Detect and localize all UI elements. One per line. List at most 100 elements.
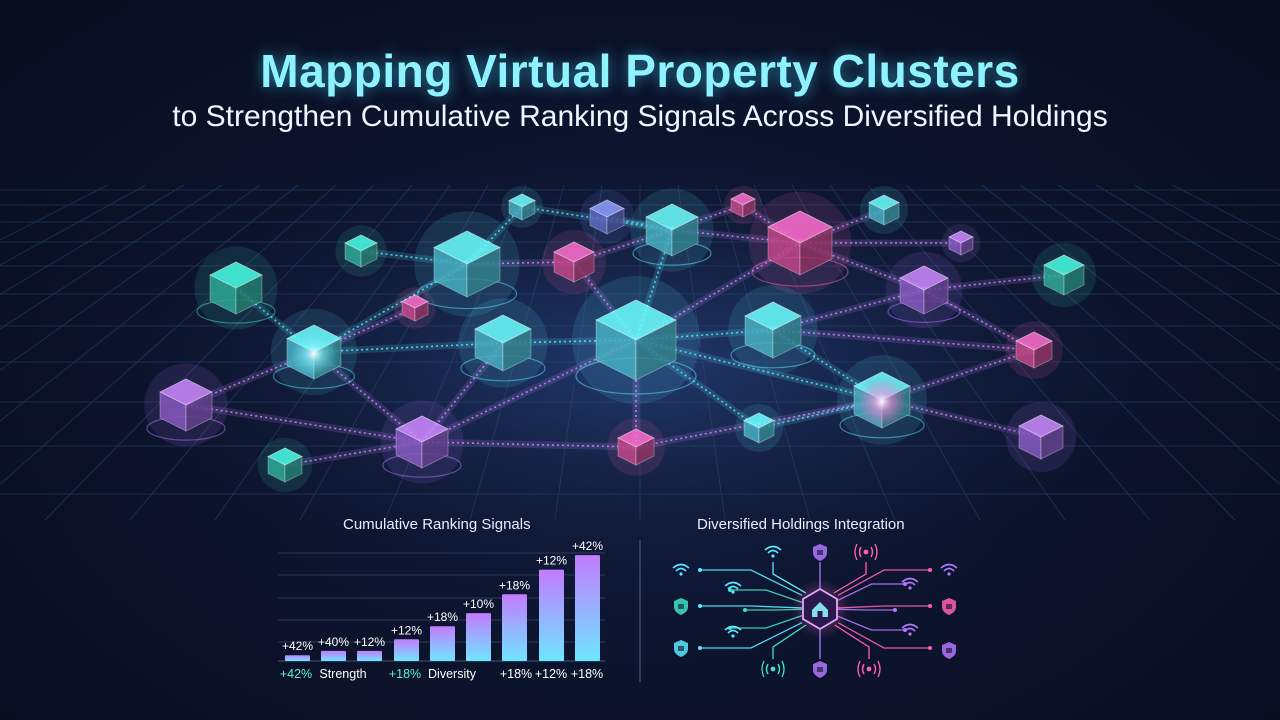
- shield-icon: [942, 642, 956, 659]
- property-node-cube: [579, 189, 635, 245]
- trace-dot: [743, 608, 747, 612]
- trace-dot: [698, 568, 702, 572]
- property-node-cube: [941, 223, 981, 263]
- shield-icon: [813, 661, 827, 678]
- node-core-glow: [856, 376, 908, 428]
- property-node-cube: [1005, 401, 1077, 473]
- cube-right: [799, 226, 833, 276]
- property-node-cube: [885, 251, 963, 329]
- grid-line: [554, 184, 603, 521]
- ranking-bar: [539, 569, 564, 661]
- grid-line: [0, 184, 261, 371]
- cube-right: [521, 199, 536, 221]
- property-node-cube: [607, 418, 665, 476]
- grid-line: [1133, 184, 1280, 266]
- cube-right: [421, 428, 449, 469]
- ranking-bar-label: +18%: [427, 610, 458, 624]
- ranking-bar: [502, 594, 527, 661]
- property-node-cube: [394, 287, 436, 329]
- ranking-axis-labels: +42% Strength +18% Diversity +18% +12% +18%: [280, 667, 603, 681]
- ranking-bar-label: +10%: [463, 597, 494, 611]
- link-line: [772, 329, 1035, 351]
- cube-right: [1063, 264, 1085, 296]
- link-line: [923, 274, 1065, 291]
- circuit-trace: [837, 622, 930, 649]
- signal-icon: [761, 660, 785, 678]
- property-node-cube: [837, 355, 927, 445]
- ranking-bar-label: +18%: [499, 578, 530, 592]
- wifi-icon: [672, 563, 690, 576]
- grid-line: [867, 184, 1151, 521]
- cube-right: [635, 319, 677, 381]
- property-node-cube: [860, 186, 908, 234]
- property-node-cube: [748, 191, 852, 295]
- ranking-bar: [430, 626, 455, 661]
- circuit-trace: [833, 562, 867, 594]
- trace-dot: [698, 604, 702, 608]
- ranking-axis-label: +12%: [535, 667, 567, 681]
- ranking-axis-label: Diversity: [428, 667, 477, 681]
- house-icon: [812, 602, 828, 617]
- grid-line: [0, 184, 337, 485]
- wifi-icon: [764, 545, 782, 558]
- ranking-axis-label: +42%: [280, 667, 312, 681]
- ranking-panel-title: Cumulative Ranking Signals: [343, 516, 531, 533]
- house-door: [817, 611, 823, 617]
- ranking-axis-label: +18%: [571, 667, 603, 681]
- circuit-trace: [700, 569, 803, 596]
- ranking-bar-label: +42%: [282, 639, 313, 653]
- cube-right: [360, 242, 378, 268]
- cube-right: [502, 328, 532, 372]
- cube-right: [742, 198, 756, 218]
- ranking-bar-label: +40%: [318, 635, 349, 649]
- holdings-hub-diagram: [672, 543, 958, 678]
- holdings-panel-title: Diversified Holdings Integration: [697, 516, 905, 533]
- ranking-bar-label: +12%: [536, 554, 567, 568]
- circuit-trace: [700, 605, 803, 609]
- grid-line: [1095, 184, 1280, 295]
- property-node-cube: [728, 285, 818, 375]
- grid-line: [1019, 184, 1280, 371]
- trace-dot: [928, 568, 932, 572]
- shield-icon: [813, 544, 827, 561]
- circuit-trace: [834, 624, 870, 659]
- grid-line: [384, 184, 527, 521]
- circuit-trace: [730, 589, 803, 603]
- cube-right: [235, 274, 263, 315]
- property-node-cube: [542, 230, 606, 294]
- signal-icon: [857, 660, 881, 678]
- grid-line: [44, 184, 375, 521]
- property-node-cube: [380, 400, 464, 484]
- cube-right: [185, 391, 213, 432]
- signal-icon: [854, 543, 878, 561]
- ranking-axis-label: +18%: [389, 667, 421, 681]
- property-node-cube: [1032, 243, 1096, 307]
- wifi-icon: [901, 577, 919, 590]
- cube-right: [606, 207, 625, 235]
- link-line: [421, 441, 637, 448]
- property-node-cube: [144, 363, 228, 447]
- cube-right: [414, 300, 429, 322]
- grid-line: [943, 184, 1280, 485]
- property-node-cube: [630, 188, 714, 272]
- trace-dot: [928, 646, 932, 650]
- page-title: Mapping Virtual Property Clusters: [260, 45, 1020, 97]
- circuit-trace: [837, 615, 905, 631]
- ranking-bars: [285, 555, 600, 661]
- grid-line: [0, 184, 147, 266]
- property-nodes: [144, 185, 1096, 493]
- property-node-cube: [270, 308, 358, 396]
- cube-right: [1040, 425, 1064, 460]
- page-subtitle: to Strengthen Cumulative Ranking Signals…: [172, 100, 1108, 133]
- wifi-icon: [724, 625, 742, 638]
- property-node-cube: [335, 225, 387, 277]
- cube-right: [635, 437, 655, 466]
- link-line: [466, 206, 523, 265]
- cube-right: [960, 236, 974, 256]
- cube-right: [573, 251, 595, 283]
- property-node-cube: [257, 437, 313, 493]
- ranking-bar: [394, 639, 419, 661]
- shield-icon: [942, 598, 956, 615]
